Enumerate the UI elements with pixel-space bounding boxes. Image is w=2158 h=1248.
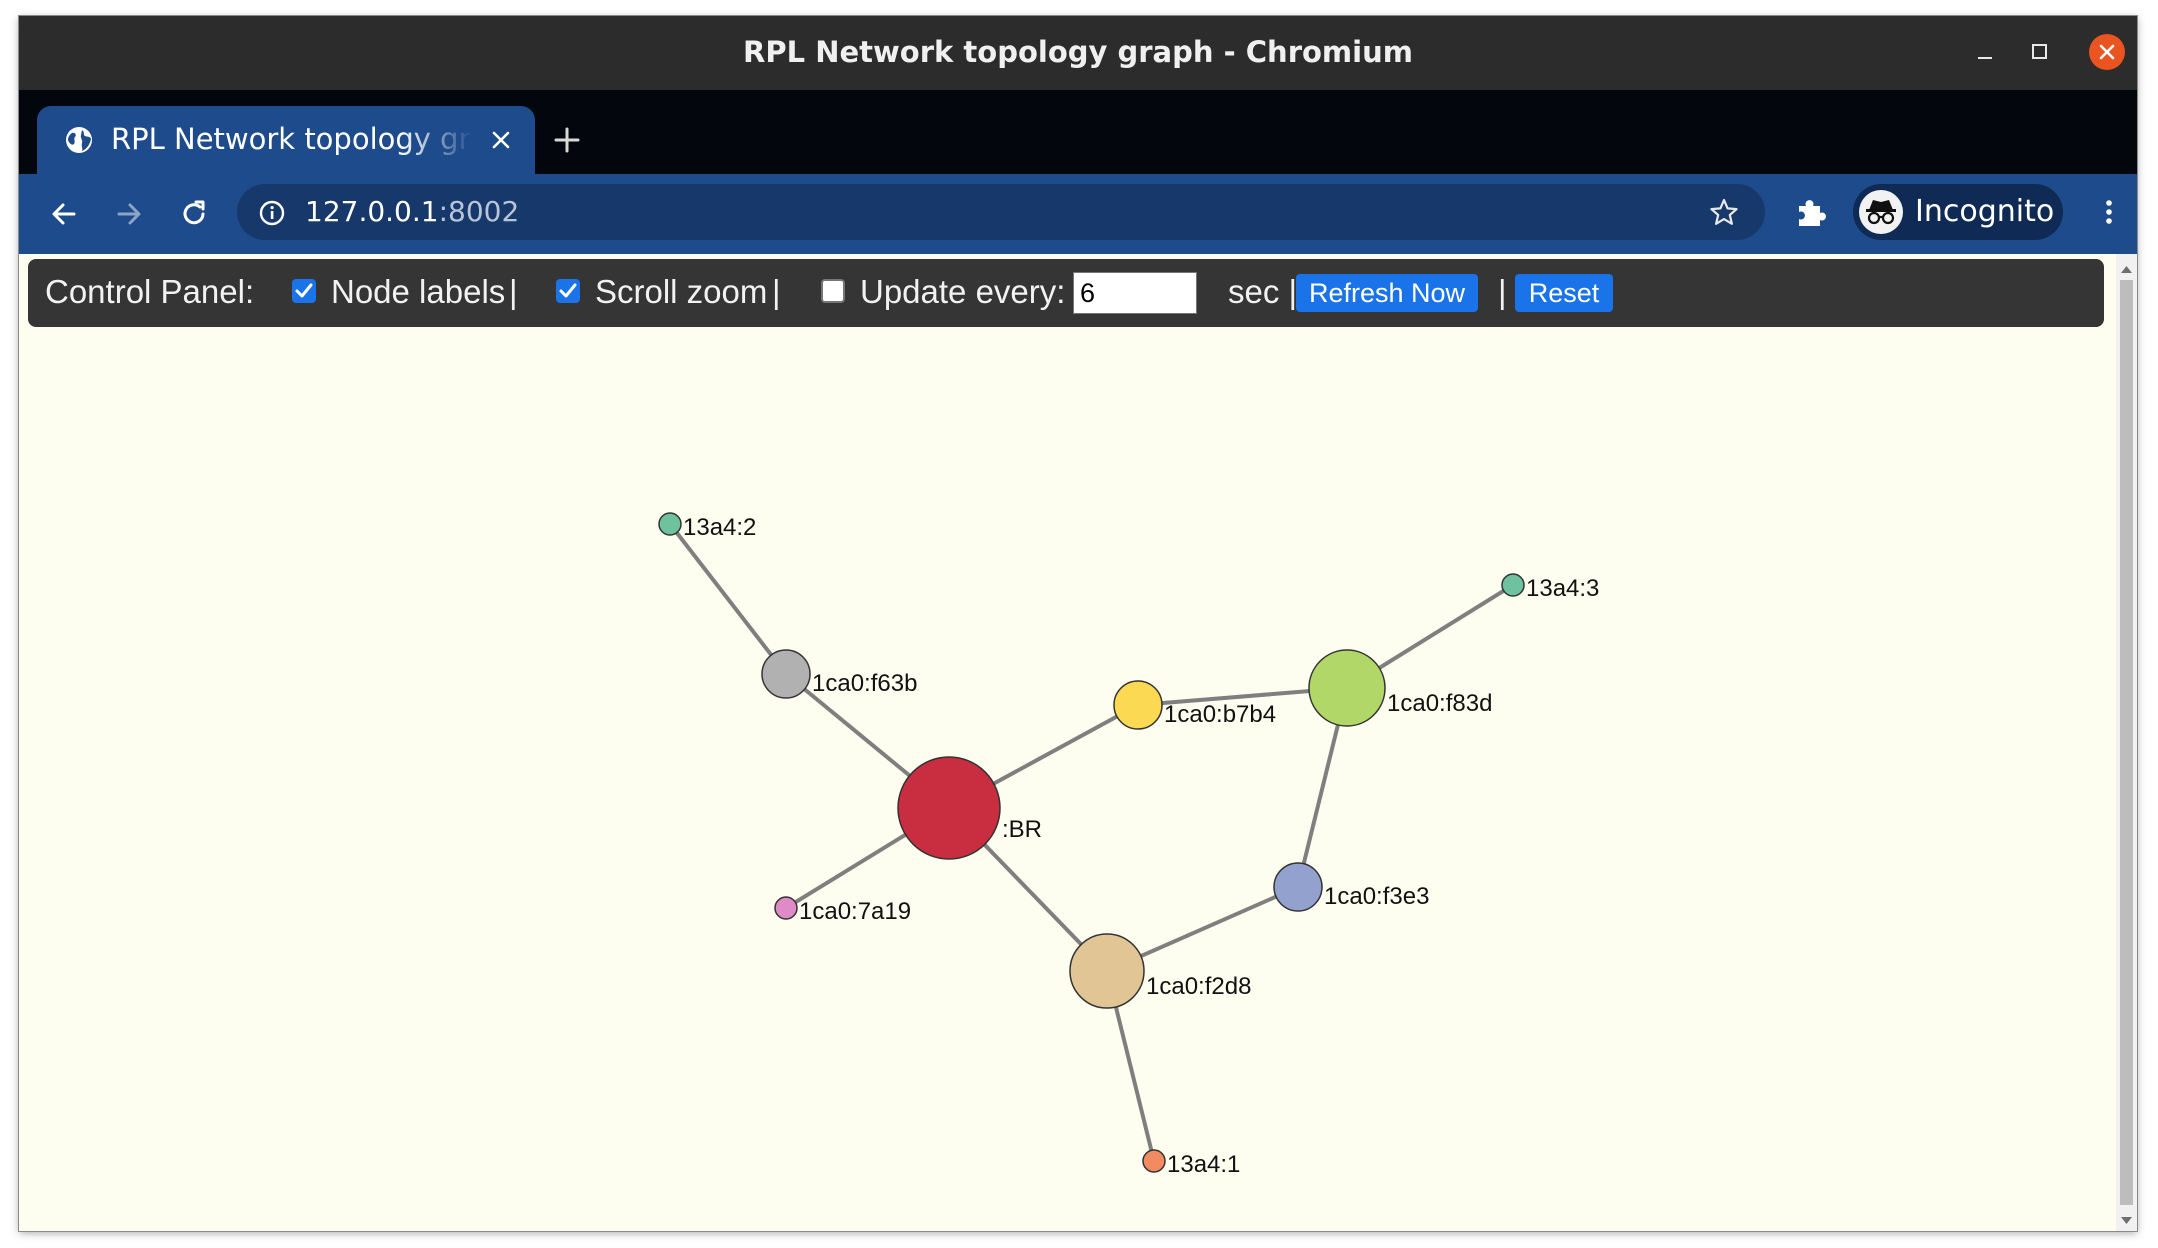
control-panel: Control Panel: Node labels | Scroll zoom… — [28, 259, 2104, 327]
arrow-left-icon[interactable] — [46, 196, 82, 232]
incognito-icon — [1859, 190, 1903, 234]
window-title: RPL Network topology graph - Chromium — [743, 35, 1413, 69]
node-label: 1ca0:f83d — [1387, 690, 1492, 717]
node-label: 13a4:2 — [683, 514, 756, 541]
node-label: 1ca0:f63b — [812, 670, 917, 697]
node-label: 1ca0:b7b4 — [1164, 701, 1276, 728]
address-bar[interactable]: 127.0.0.1:8002 — [237, 184, 1765, 240]
separator: | — [509, 273, 518, 310]
url-text[interactable]: 127.0.0.1:8002 — [305, 195, 519, 228]
seconds-unit: sec | — [1228, 273, 1298, 310]
maximize-icon[interactable] — [2021, 34, 2057, 70]
update-every-checkbox[interactable] — [821, 279, 845, 303]
graph-node[interactable] — [1308, 649, 1386, 727]
scroll-thumb[interactable] — [2120, 280, 2133, 1205]
globe-icon — [63, 124, 95, 156]
vertical-scrollbar[interactable] — [2116, 254, 2137, 1231]
node-label: 1ca0:f2d8 — [1146, 973, 1251, 1000]
tab-title: RPL Network topology graph — [111, 122, 473, 156]
page-viewport: :BR 1ca0:f63b 1ca0:b7b4 1ca0:f83d 1ca0:f3e3 1… — [19, 254, 2137, 1231]
reload-icon[interactable] — [176, 196, 212, 232]
control-panel-title: Control Panel: — [45, 273, 255, 310]
scroll-zoom-checkbox[interactable] — [556, 279, 580, 303]
puzzle-icon[interactable] — [1793, 194, 1829, 230]
update-interval-input[interactable]: 6 — [1073, 272, 1197, 314]
node-label: 13a4:1 — [1167, 1151, 1240, 1178]
node-label: 13a4:3 — [1526, 575, 1599, 602]
graph-node[interactable] — [761, 649, 811, 699]
graph-node[interactable] — [1501, 573, 1525, 597]
star-icon[interactable] — [1707, 196, 1741, 230]
arrow-right-icon[interactable] — [111, 196, 147, 232]
graph-node[interactable] — [774, 896, 798, 920]
plus-icon[interactable] — [549, 122, 585, 158]
url-port: :8002 — [438, 195, 520, 228]
graph-node[interactable] — [897, 756, 1001, 860]
scroll-down-icon[interactable] — [2120, 1212, 2133, 1224]
browser-toolbar: 127.0.0.1:8002 Incognito — [19, 174, 2137, 254]
url-host: 127.0.0.1 — [305, 195, 439, 228]
scroll-up-icon[interactable] — [2120, 260, 2133, 273]
node-label: 1ca0:f3e3 — [1324, 883, 1429, 910]
node-label: :BR — [1002, 816, 1042, 843]
graph-node[interactable] — [1273, 862, 1323, 912]
incognito-label: Incognito — [1915, 194, 2055, 229]
graph-node[interactable] — [658, 512, 682, 536]
browser-window: RPL Network topology graph - Chromium RP… — [19, 16, 2137, 1231]
separator: | — [772, 273, 781, 310]
reset-button[interactable]: Reset — [1515, 274, 1613, 312]
minimize-icon[interactable] — [1967, 34, 2003, 70]
graph-link — [668, 522, 788, 676]
separator: | — [1498, 273, 1507, 310]
update-every-label: Update every: — [860, 273, 1066, 310]
node-labels-label: Node labels — [331, 273, 506, 310]
info-icon[interactable] — [257, 198, 287, 228]
scroll-zoom-label: Scroll zoom — [595, 273, 768, 310]
network-graph[interactable]: :BR 1ca0:f63b 1ca0:b7b4 1ca0:f83d 1ca0:f3e3 1… — [19, 254, 2116, 1231]
graph-node[interactable] — [1113, 680, 1163, 730]
kebab-menu-icon[interactable] — [2091, 194, 2127, 230]
close-icon[interactable] — [489, 128, 513, 152]
active-tab[interactable]: RPL Network topology graph — [37, 106, 535, 174]
refresh-now-button[interactable]: Refresh Now — [1296, 274, 1478, 312]
tab-strip: RPL Network topology graph — [19, 90, 2137, 174]
close-window-icon[interactable] — [2089, 34, 2125, 70]
node-labels-checkbox[interactable] — [292, 279, 316, 303]
graph-node[interactable] — [1069, 933, 1145, 1009]
graph-node[interactable] — [1142, 1149, 1166, 1173]
title-bar: RPL Network topology graph - Chromium — [19, 16, 2137, 90]
incognito-badge[interactable]: Incognito — [1853, 184, 2063, 240]
node-label: 1ca0:7a19 — [799, 898, 911, 925]
